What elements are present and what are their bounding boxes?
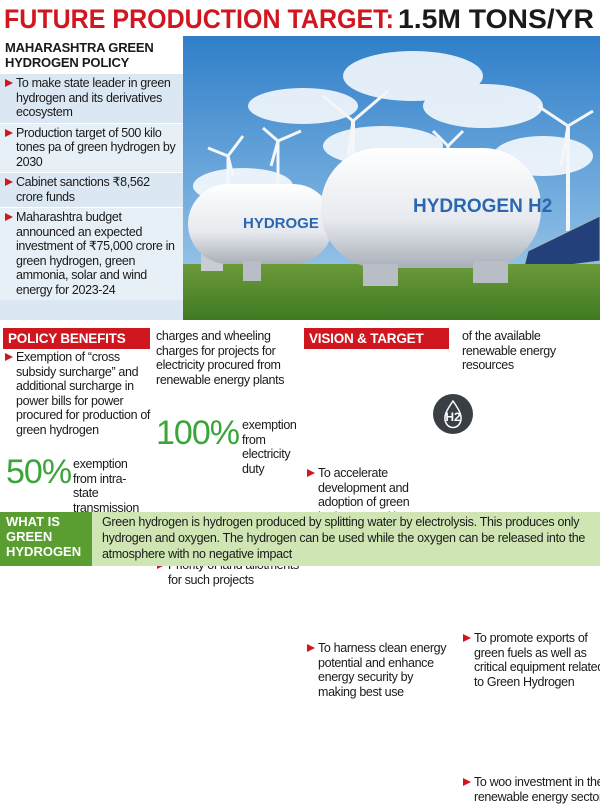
tank-small: HYDROGE: [188, 184, 333, 281]
photo: HYDROGE HYDROGEN H2: [183, 36, 600, 320]
icon-label: H2: [445, 410, 461, 424]
policy-point: To make state leader in green hydrogen a…: [0, 73, 183, 123]
vision-point: To harness clean energy potential and en…: [306, 641, 454, 699]
footer: WHAT IS GREEN HYDROGEN Green hydrogen is…: [0, 512, 600, 566]
policy-point: Production target of 500 kilo tones pa o…: [0, 122, 183, 172]
footer-label: WHAT IS GREEN HYDROGEN: [0, 512, 92, 566]
vision-point: To woo investment in the renewable energ…: [462, 775, 600, 804]
vision-continued: of the available renewable energy resour…: [462, 329, 556, 372]
benefit-point: Exemption of “cross subsidy surcharge” a…: [4, 350, 152, 437]
policy-point: Maharashtra budget announced an expected…: [0, 207, 183, 300]
title-bar: FUTURE PRODUCTION TARGET: 1.5M TONS/YR: [4, 4, 594, 34]
stat-text: exemption from electricity duty: [242, 418, 297, 476]
footer-text: Green hydrogen is hydrogen produced by s…: [102, 515, 586, 561]
policy-point: Cabinet sanctions ₹8,562 crore funds: [0, 172, 183, 207]
tank-large: HYDROGEN H2: [321, 148, 552, 286]
page: FUTURE PRODUCTION TARGET: 1.5M TONS/YR M…: [0, 4, 600, 804]
policy-points: To make state leader in green hydrogen a…: [0, 73, 183, 300]
icon-drop: [444, 399, 462, 429]
vision-heading: VISION & TARGET: [304, 328, 449, 349]
policy-panel: MAHARASHTRA GREEN HYDROGEN POLICY To mak…: [0, 36, 183, 320]
benefits-heading: POLICY BENEFITS: [3, 328, 150, 349]
stat-text: exemption from intra-state transmission: [73, 457, 139, 515]
title-highlight: 1.5M TONS/YR: [398, 4, 594, 34]
icon-circle: [433, 394, 473, 434]
policy-heading: MAHARASHTRA GREEN HYDROGEN POLICY: [0, 36, 183, 73]
vision-point: To promote exports of green fuels as wel…: [462, 631, 600, 689]
stat-value: 100%: [156, 414, 240, 452]
stat-value: 50%: [6, 453, 72, 491]
h2-icon: H2: [433, 394, 473, 434]
tank-label: HYDROGE: [243, 215, 319, 232]
title: FUTURE PRODUCTION TARGET:: [4, 4, 394, 34]
stat-text-continued: charges and wheeling charges for project…: [156, 329, 285, 387]
tank-label: HYDROGEN H2: [413, 196, 552, 217]
